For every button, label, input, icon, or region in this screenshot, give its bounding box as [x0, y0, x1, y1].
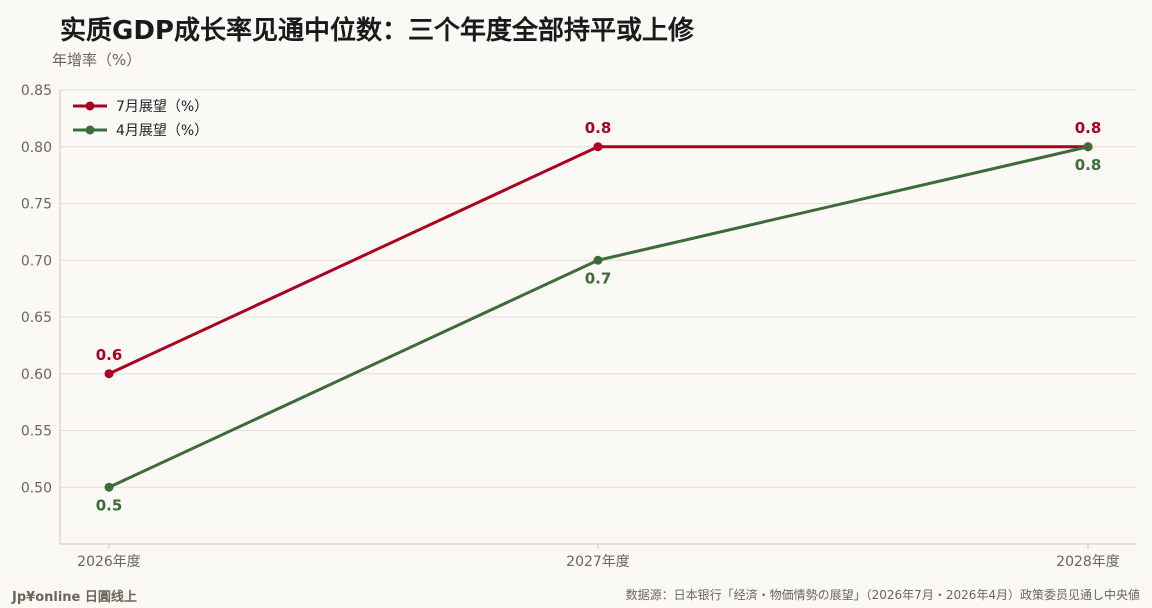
legend-entry: 7月展望（%） — [116, 99, 208, 115]
data-point — [593, 255, 603, 265]
data-label: 0.8 — [1075, 156, 1102, 174]
series-group: 0.6 0.8 0.8 0.5 0.7 0.8 — [96, 119, 1102, 515]
y-tick-label: 0.60 — [21, 367, 52, 383]
y-tick-labels: 0.50 0.55 0.60 0.65 0.70 0.75 0.80 0.85 — [21, 83, 52, 496]
x-tick-label: 2028年度 — [1056, 554, 1120, 570]
y-tick-label: 0.70 — [21, 253, 52, 269]
axes — [59, 90, 1137, 549]
x-tick-label: 2027年度 — [566, 554, 630, 570]
x-tick-labels: 2026年度 2027年度 2028年度 — [77, 554, 1120, 570]
y-tick-label: 0.55 — [21, 424, 52, 440]
data-label: 0.6 — [96, 346, 123, 364]
data-point — [104, 482, 114, 492]
data-label: 0.7 — [585, 269, 612, 287]
chart-title: 实质GDP成长率见通中位数：三个年度全部持平或上修 — [60, 16, 694, 46]
y-tick-label: 0.80 — [21, 140, 52, 156]
y-tick-label: 0.85 — [21, 83, 52, 99]
y-tick-label: 0.50 — [21, 480, 52, 496]
legend-swatch-marker — [85, 101, 95, 111]
data-point — [593, 142, 603, 152]
data-label: 0.5 — [96, 496, 123, 514]
y-axis-label: 年增率（%） — [52, 51, 142, 69]
data-point — [104, 369, 114, 379]
y-tick-label: 0.75 — [21, 197, 52, 213]
source-note: 数据源：日本银行「经済・物価情勢の展望」（2026年7月・2026年4月）政策委… — [625, 588, 1140, 602]
y-tick-label: 0.65 — [21, 310, 52, 326]
x-tick-label: 2026年度 — [77, 554, 141, 570]
legend: 7月展望（%） 4月展望（%） — [73, 99, 208, 139]
legend-swatch-marker — [85, 125, 95, 135]
data-point — [1083, 142, 1093, 152]
data-label: 0.8 — [585, 119, 612, 137]
brand-logo: Jp¥online 日圓线上 — [12, 590, 137, 605]
data-label: 0.8 — [1075, 119, 1102, 137]
legend-entry: 4月展望（%） — [116, 123, 208, 139]
